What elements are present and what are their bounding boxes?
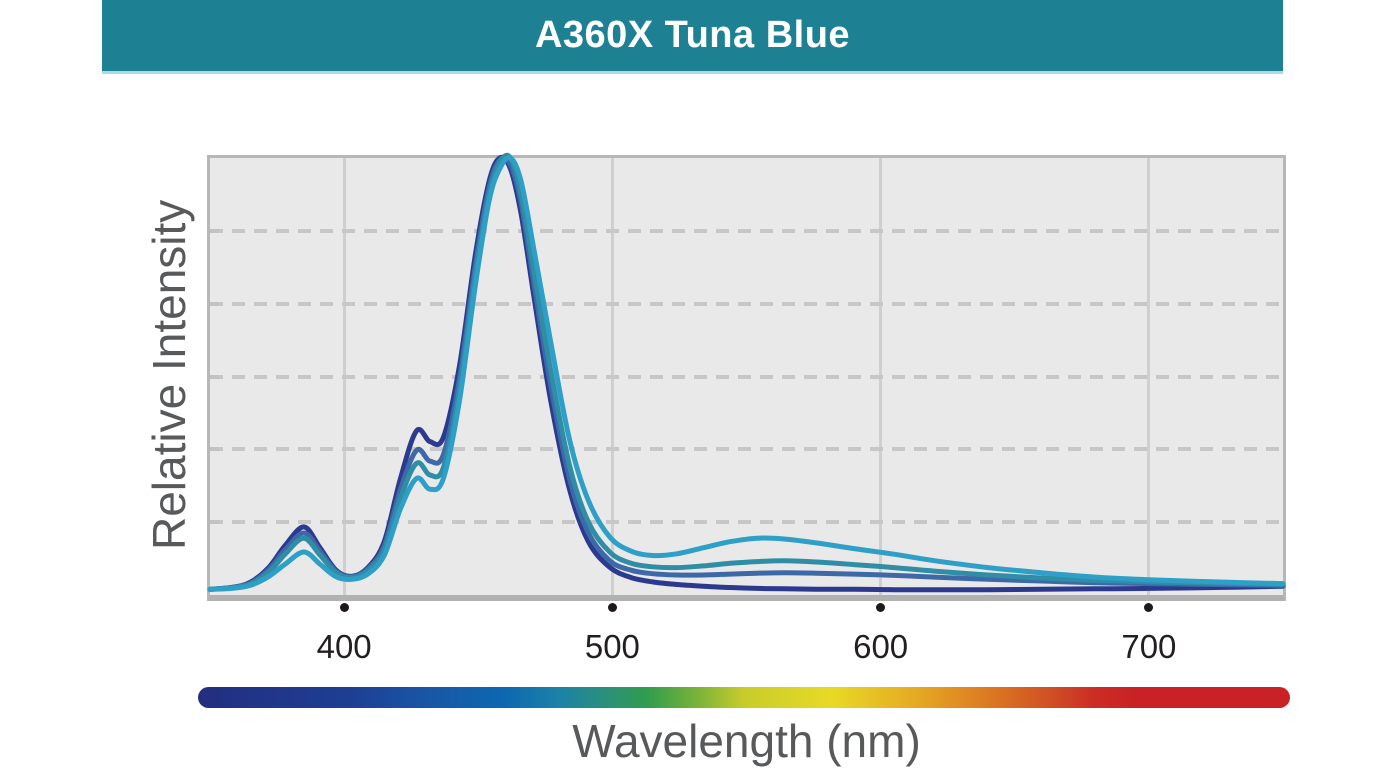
- y-grid-tick: [210, 520, 219, 525]
- chart-title: A360X Tuna Blue: [534, 14, 851, 56]
- title-bar: A360X Tuna Blue: [102, 0, 1283, 74]
- curve-steel-blue: [207, 155, 1286, 592]
- x-tick-label-500: 500: [584, 628, 640, 665]
- grid-line-horizontal-dashed: [210, 447, 1283, 452]
- curve-teal: [207, 152, 1286, 592]
- x-tick-dot-500: [607, 603, 617, 612]
- x-tick-dot-600: [876, 603, 886, 612]
- x-tick-dot-400: [339, 603, 349, 612]
- x-tick-dot-700: [1144, 603, 1154, 612]
- grid-line-horizontal-dashed: [210, 301, 1283, 306]
- y-grid-tick: [210, 301, 219, 306]
- grid-line-horizontal-dashed: [210, 520, 1283, 525]
- x-tick-label-700: 700: [1121, 628, 1177, 665]
- plot-area: [207, 152, 1286, 601]
- curve-light-blue: [207, 155, 1286, 592]
- x-axis-label: Wavelength (nm): [572, 715, 921, 767]
- x-tick-label-400: 400: [316, 628, 372, 665]
- y-grid-tick: [210, 228, 219, 233]
- x-tick-label-600: 600: [853, 628, 909, 665]
- grid-line-horizontal-dashed: [210, 228, 1283, 233]
- spectra-curves: [207, 152, 1286, 593]
- curve-navy: [207, 154, 1286, 593]
- spectrum-gradient-bar: [198, 687, 1290, 708]
- grid-line-horizontal-dashed: [210, 374, 1283, 379]
- y-grid-tick: [210, 447, 219, 452]
- y-grid-tick: [210, 374, 219, 379]
- y-axis-label: Relative Intensity: [143, 199, 195, 551]
